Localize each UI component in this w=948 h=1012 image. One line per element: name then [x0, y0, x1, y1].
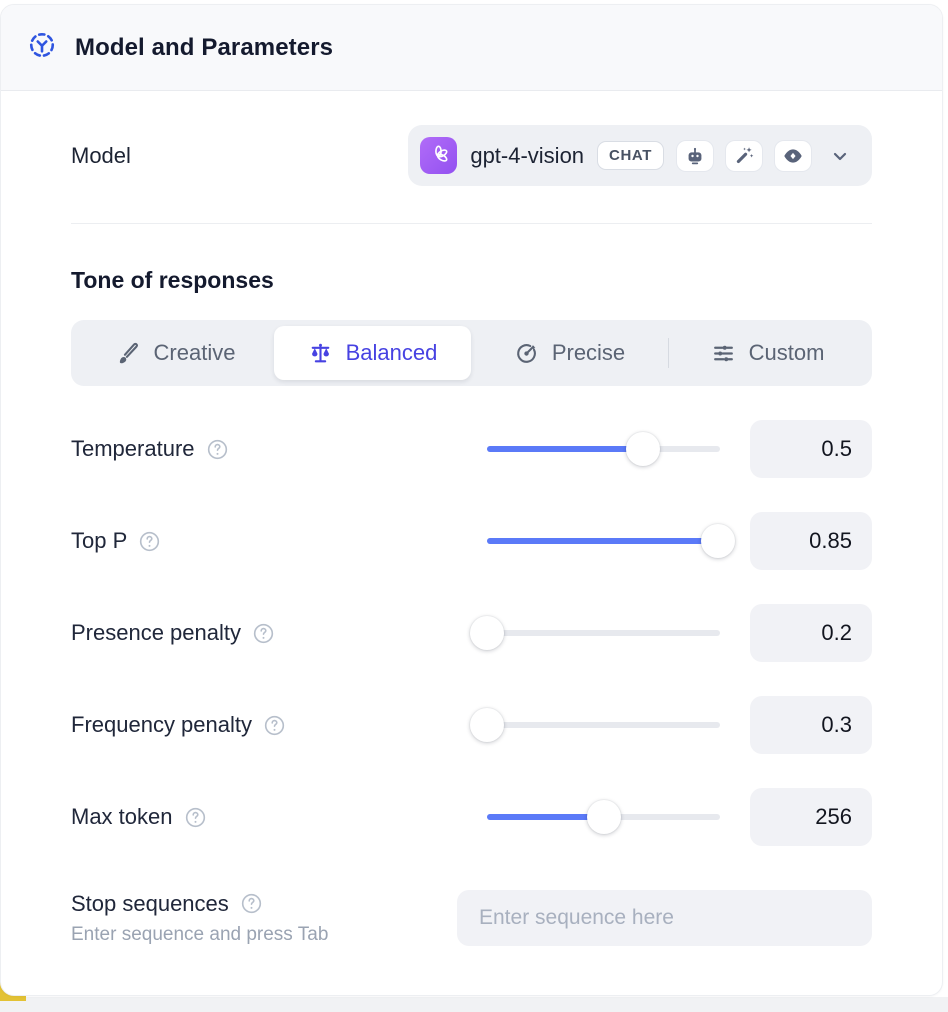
model-scope-icon — [27, 30, 57, 65]
slider-fill — [487, 538, 718, 544]
parameter-label: Presence penalty — [71, 620, 241, 645]
parameter-slider[interactable] — [470, 707, 720, 743]
tab-label: Creative — [153, 340, 236, 365]
stop-sequences-label: Stop sequences — [71, 890, 229, 916]
section-divider — [71, 223, 872, 224]
model-row: Model gpt-4-vision CHAT — [71, 125, 872, 186]
slider-thumb[interactable] — [700, 524, 735, 558]
sliders-icon — [713, 345, 733, 361]
openai-logo — [420, 137, 458, 174]
slider-fill — [487, 814, 604, 820]
slider-thumb[interactable] — [470, 708, 504, 742]
scale-icon — [311, 343, 329, 362]
model-and-parameters-panel: Model and Parameters Model gpt-4-vision … — [0, 4, 943, 996]
tab-label: Precise — [551, 340, 626, 365]
tab-creative[interactable]: Creative — [77, 326, 274, 380]
help-icon[interactable] — [263, 714, 286, 737]
tab-separator — [668, 338, 669, 368]
parameter-value[interactable]: 0.3 — [750, 696, 872, 754]
tab-precise[interactable]: Precise — [471, 326, 668, 380]
parameter-label: Top P — [71, 528, 128, 553]
slider-thumb[interactable] — [470, 616, 504, 650]
parameter-slider[interactable] — [470, 615, 720, 651]
chevron-down-icon[interactable] — [828, 144, 852, 168]
target-icon — [516, 343, 536, 363]
stop-sequences-hint: Enter sequence and press Tab — [71, 923, 329, 945]
robot-icon — [677, 140, 713, 171]
parameter-label: Max token — [71, 804, 173, 829]
parameter-row: Presence penalty 0.2 — [71, 604, 872, 662]
paintbrush-icon — [119, 342, 138, 363]
parameter-value[interactable]: 0.2 — [750, 604, 872, 662]
panel-header: Model and Parameters — [1, 5, 942, 91]
tone-heading: Tone of responses — [71, 267, 274, 293]
slider-track — [487, 630, 720, 636]
help-icon[interactable] — [240, 892, 263, 915]
stop-sequences-label-block: Stop sequences Enter sequence and press … — [71, 891, 328, 946]
parameter-slider[interactable] — [487, 523, 735, 559]
parameter-row: Temperature 0.5 — [71, 420, 872, 478]
stop-sequence-input[interactable] — [457, 890, 872, 946]
help-icon[interactable] — [138, 530, 161, 553]
help-icon[interactable] — [206, 438, 229, 461]
panel-title: Model and Parameters — [75, 33, 334, 61]
stop-sequences-row: Stop sequences Enter sequence and press … — [71, 890, 872, 994]
parameter-slider[interactable] — [487, 431, 720, 467]
tab-balanced[interactable]: Balanced — [274, 326, 471, 380]
parameter-label: Frequency penalty — [71, 712, 252, 737]
slider-thumb[interactable] — [586, 800, 621, 834]
parameter-value[interactable]: 256 — [750, 788, 872, 846]
parameter-value[interactable]: 0.5 — [750, 420, 872, 478]
model-type-badge: CHAT — [597, 141, 664, 170]
tab-custom[interactable]: Custom — [669, 326, 866, 380]
parameter-row: Frequency penalty 0.3 — [71, 696, 872, 754]
tab-label: Balanced — [345, 340, 438, 365]
model-label: Model — [71, 142, 131, 168]
help-icon[interactable] — [184, 806, 207, 829]
slider-fill — [487, 446, 644, 452]
page-background-strip — [0, 997, 948, 1012]
help-icon[interactable] — [252, 622, 275, 645]
parameter-label: Temperature — [71, 436, 195, 461]
tone-tabbar: Creative Balanced Precise Custom — [71, 320, 872, 386]
model-select[interactable]: gpt-4-vision CHAT — [408, 125, 872, 186]
parameter-row: Max token 256 — [71, 788, 872, 846]
selected-model-name: gpt-4-vision — [470, 142, 585, 168]
slider-track — [487, 722, 720, 728]
slider-thumb[interactable] — [626, 432, 661, 466]
magic-wand-icon — [726, 140, 762, 171]
parameter-row: Top P 0.85 — [71, 512, 872, 570]
parameter-value[interactable]: 0.85 — [750, 512, 872, 570]
tab-label: Custom — [748, 340, 825, 365]
parameter-slider[interactable] — [487, 799, 720, 835]
eye-icon — [775, 140, 811, 171]
